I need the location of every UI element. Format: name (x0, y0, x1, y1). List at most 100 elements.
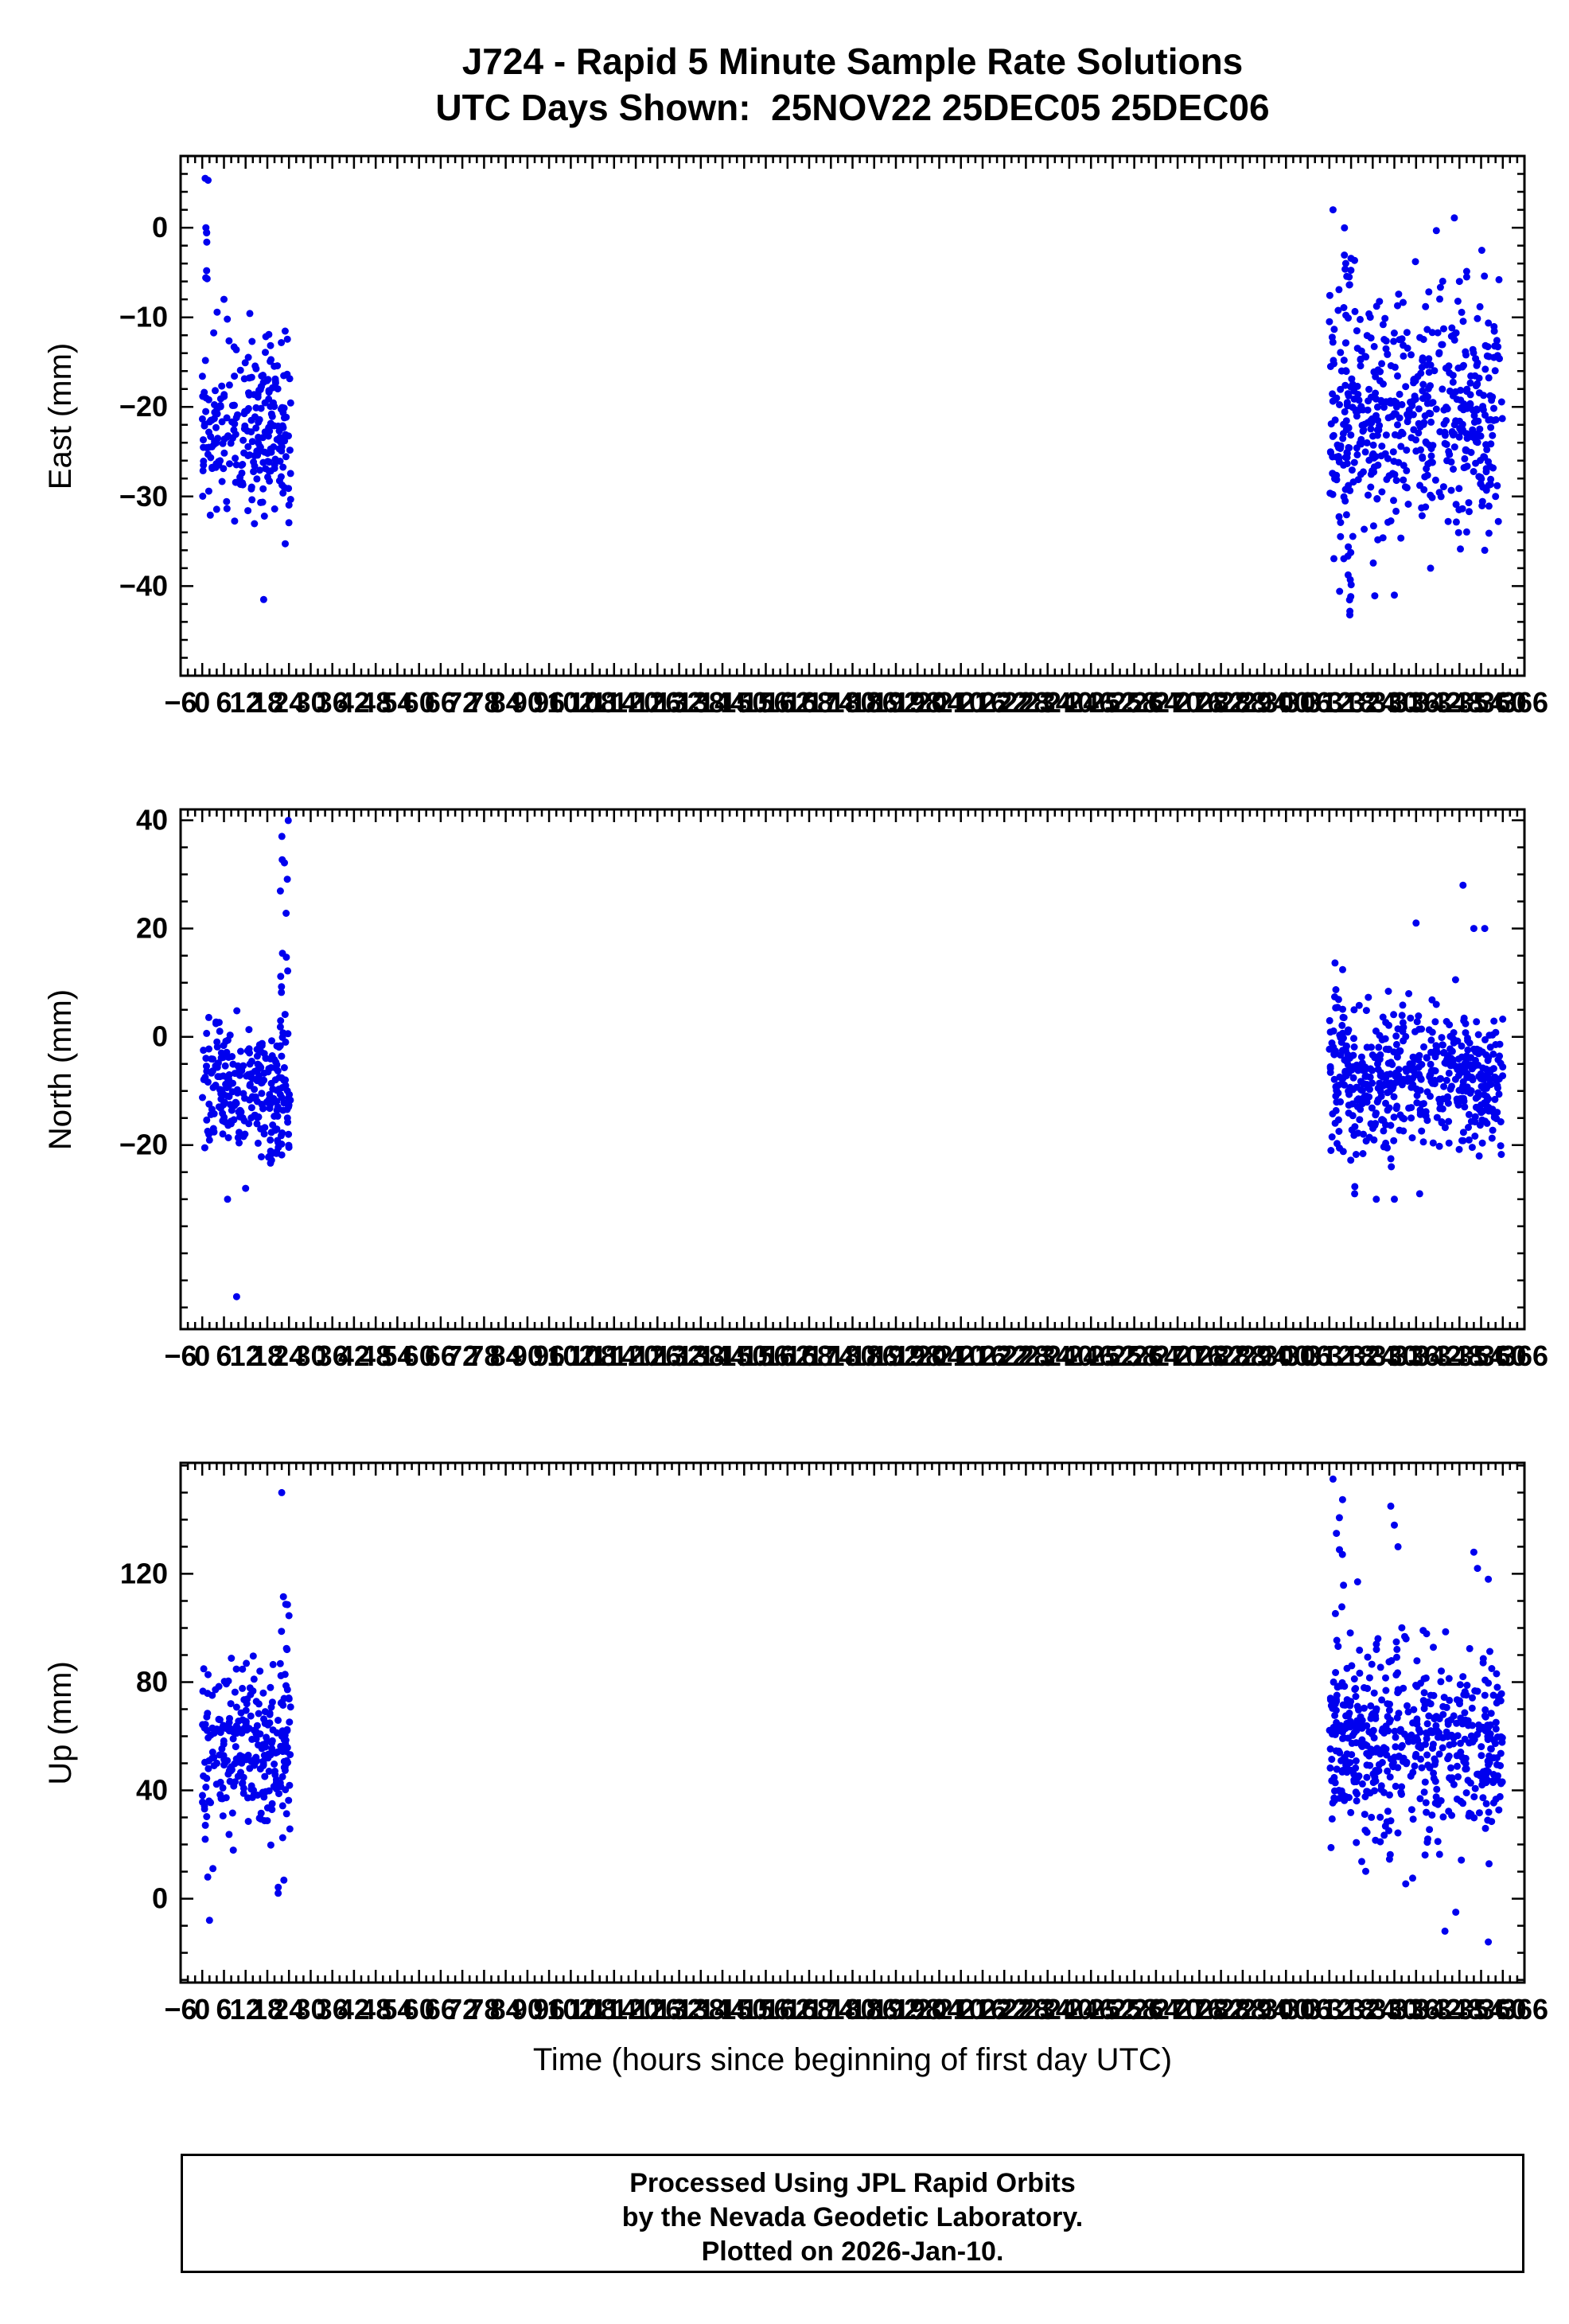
svg-text:30: 30 (294, 686, 326, 719)
svg-text:234: 234 (1024, 686, 1072, 719)
svg-text:54: 54 (381, 686, 413, 719)
plot-frame-east (179, 154, 1526, 677)
svg-text:30: 30 (294, 1339, 326, 1372)
svg-text:102: 102 (547, 1339, 594, 1372)
x-axis-label: Time (hours since beginning of first day… (532, 2042, 1173, 2077)
svg-text:312: 312 (1306, 1993, 1353, 2026)
svg-text:150: 150 (720, 686, 768, 719)
svg-text:132: 132 (656, 686, 703, 719)
svg-text:180: 180 (828, 1993, 876, 2026)
y-axis-label-up: Up (mm) (43, 1661, 78, 1785)
svg-text:132: 132 (656, 1993, 703, 2026)
svg-text:258: 258 (1111, 1339, 1158, 1372)
svg-text:54: 54 (381, 1339, 413, 1372)
svg-text:288: 288 (1219, 686, 1267, 719)
svg-text:60: 60 (403, 1993, 435, 2026)
svg-text:144: 144 (699, 1993, 746, 2026)
svg-text:120: 120 (612, 1993, 660, 2026)
svg-text:72: 72 (446, 1993, 478, 2026)
svg-text:126: 126 (633, 1993, 681, 2026)
svg-text:126: 126 (633, 1339, 681, 1372)
svg-text:276: 276 (1175, 686, 1223, 719)
axis-ticks-north (179, 809, 1526, 1329)
svg-text:174: 174 (807, 1339, 855, 1372)
svg-text:0: 0 (194, 1339, 210, 1372)
svg-text:336: 336 (1392, 686, 1440, 719)
svg-text:78: 78 (468, 1339, 500, 1372)
svg-text:40: 40 (136, 804, 168, 836)
svg-text:0: 0 (152, 1020, 168, 1053)
svg-text:12: 12 (230, 1339, 262, 1372)
svg-text:114: 114 (591, 686, 637, 719)
svg-text:366: 366 (1501, 1993, 1548, 2026)
svg-text:12: 12 (230, 1993, 262, 2026)
svg-text:84: 84 (490, 1339, 522, 1372)
svg-text:288: 288 (1219, 1339, 1267, 1372)
svg-text:360: 360 (1479, 1339, 1527, 1372)
svg-text:222: 222 (980, 1993, 1028, 2026)
x-tick-labels-up: −60 6121824303642485460667278849096102108… (164, 1993, 1548, 2026)
svg-text:−30: −30 (119, 480, 168, 513)
svg-text:108: 108 (569, 1993, 617, 2026)
svg-text:138: 138 (677, 686, 725, 719)
svg-text:102: 102 (547, 1993, 594, 2026)
svg-text:348: 348 (1435, 686, 1483, 719)
svg-text:132: 132 (656, 1339, 703, 1372)
svg-text:342: 342 (1414, 1993, 1462, 2026)
svg-text:36: 36 (317, 686, 348, 719)
svg-text:96: 96 (533, 686, 565, 719)
svg-text:−6: −6 (164, 1993, 197, 2026)
scatter-points-north (199, 817, 1507, 1300)
svg-text:300: 300 (1262, 1339, 1310, 1372)
panel-east: 0−10−20−30−40−60 612182430364248546066727… (119, 154, 1548, 719)
svg-text:204: 204 (915, 686, 963, 719)
footer-line-3: Plotted on 2026-Jan-10. (701, 2236, 1004, 2267)
svg-text:0: 0 (194, 1993, 210, 2026)
svg-text:282: 282 (1197, 1339, 1245, 1372)
svg-text:114: 114 (591, 1339, 637, 1372)
svg-text:252: 252 (1088, 1993, 1136, 2026)
svg-text:90: 90 (512, 1993, 543, 2026)
svg-text:6: 6 (216, 1339, 232, 1372)
svg-text:24: 24 (273, 686, 305, 719)
svg-text:348: 348 (1435, 1339, 1483, 1372)
svg-text:−20: −20 (119, 390, 168, 423)
svg-text:126: 126 (633, 686, 681, 719)
footer-line-1: Processed Using JPL Rapid Orbits (629, 2168, 1076, 2198)
axis-ticks-up (179, 1463, 1526, 1983)
svg-text:156: 156 (742, 1993, 789, 2026)
svg-text:294: 294 (1240, 1339, 1288, 1372)
svg-text:180: 180 (828, 686, 876, 719)
svg-text:222: 222 (980, 1339, 1028, 1372)
svg-text:138: 138 (677, 1993, 725, 2026)
svg-text:60: 60 (403, 686, 435, 719)
svg-text:180: 180 (828, 1339, 876, 1372)
svg-text:276: 276 (1175, 1339, 1223, 1372)
svg-text:246: 246 (1067, 1339, 1115, 1372)
scatter-points-up (199, 1475, 1506, 1946)
svg-text:36: 36 (317, 1993, 348, 2026)
svg-text:240: 240 (1045, 686, 1093, 719)
svg-text:258: 258 (1111, 686, 1158, 719)
y-tick-labels-north: 40 20 0 −20 (119, 804, 168, 1161)
svg-text:222: 222 (980, 686, 1028, 719)
svg-text:204: 204 (915, 1993, 963, 2026)
svg-text:186: 186 (851, 1339, 898, 1372)
svg-text:90: 90 (512, 686, 543, 719)
svg-text:66: 66 (425, 1339, 457, 1372)
svg-text:150: 150 (720, 1339, 768, 1372)
svg-text:294: 294 (1240, 1993, 1288, 2026)
svg-text:198: 198 (894, 1993, 941, 2026)
svg-text:330: 330 (1370, 686, 1418, 719)
svg-text:216: 216 (959, 1993, 1006, 2026)
svg-text:354: 354 (1457, 1339, 1505, 1372)
x-tick-labels-east: −60 6121824303642485460667278849096102108… (164, 686, 1548, 719)
svg-text:138: 138 (677, 1339, 725, 1372)
svg-text:240: 240 (1045, 1993, 1093, 2026)
svg-text:336: 336 (1392, 1993, 1440, 2026)
svg-text:24: 24 (273, 1993, 305, 2026)
svg-text:264: 264 (1132, 1993, 1180, 2026)
plot-frame-north (179, 808, 1526, 1331)
svg-text:156: 156 (742, 686, 789, 719)
svg-text:336: 336 (1392, 1339, 1440, 1372)
